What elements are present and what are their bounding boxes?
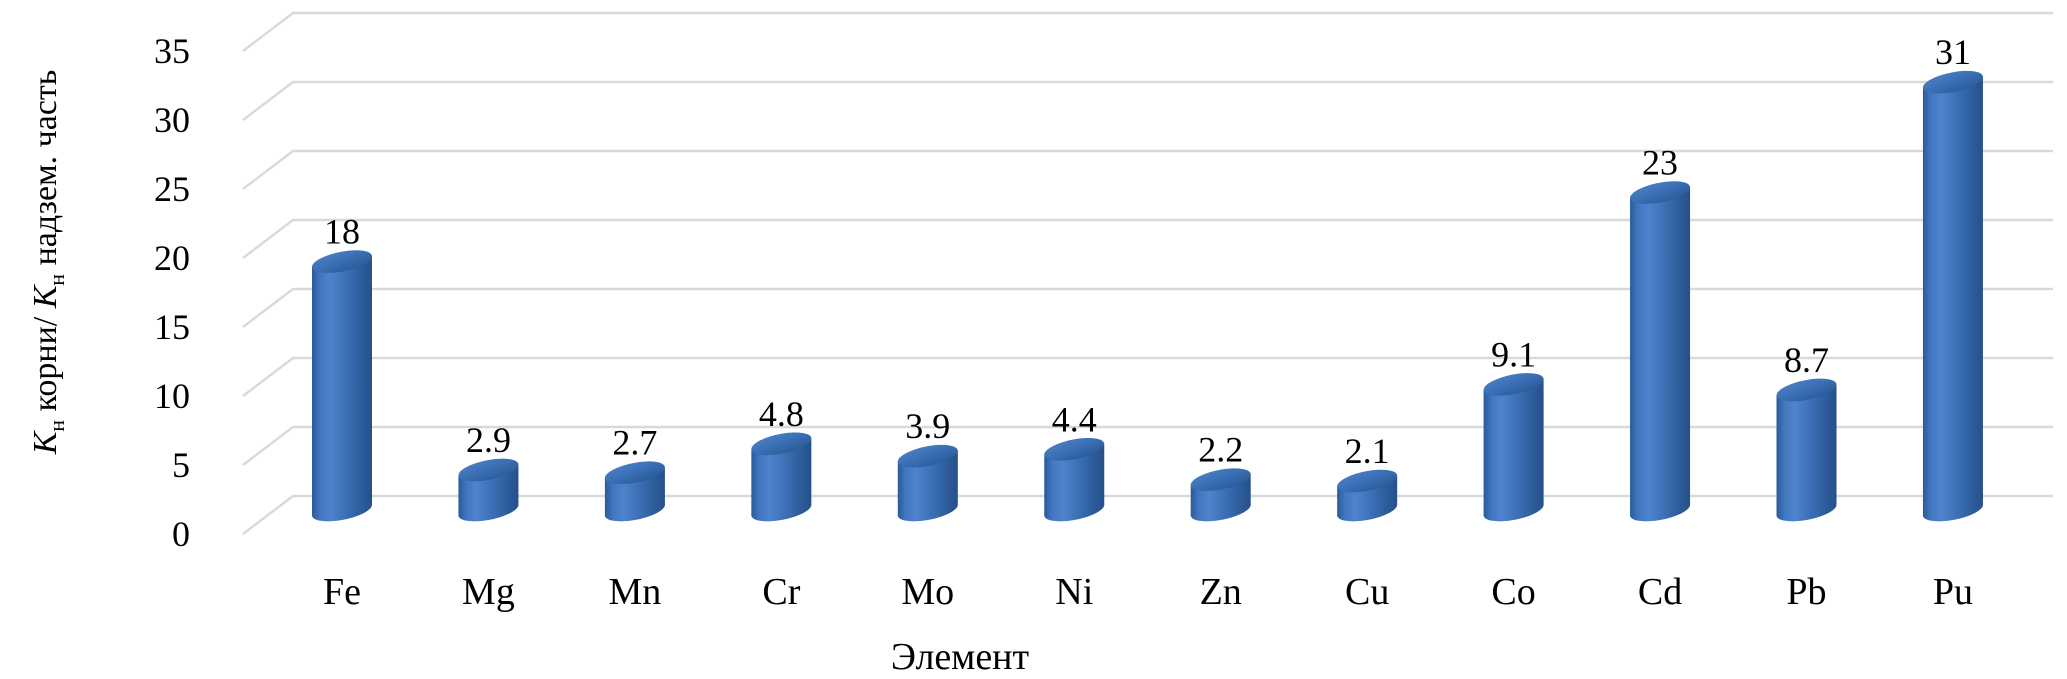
bar-body [1044,443,1105,516]
bar-top-face [1776,378,1837,402]
bar-top-face [1337,469,1398,493]
x-category-label: Fe [323,571,361,613]
bar-cylinder [1337,469,1398,522]
bar-value-label: 31 [1935,32,1971,72]
x-category-label: Mg [462,571,515,613]
bar-series [312,70,1983,522]
gridline [242,425,2053,466]
bar-body [1776,384,1837,516]
bar-cylinder [897,444,958,522]
y-axis-title-k1: К [27,431,64,455]
x-category-label: Pb [1786,571,1826,613]
y-tick-label: 35 [154,31,190,71]
x-category-label: Mo [901,571,954,613]
bar-value-label: 2.2 [1198,430,1243,470]
x-category-label: Co [1491,571,1535,613]
bar-value-label: 8.7 [1784,340,1829,380]
gridline [242,356,2053,397]
bar-top-face [1483,373,1544,396]
y-axis-title-k2: К [27,285,64,309]
gridline [242,149,2053,190]
y-axis-title: Кн корни/ Кн надзем. часть [27,69,69,455]
bar-value-label: 2.7 [612,423,657,463]
bar-body [1630,187,1691,516]
bar-value-label: 4.8 [759,394,804,434]
gridlines [242,11,2053,535]
bar-cylinder [604,461,665,522]
y-axis-title-mid: корни/ [27,308,64,420]
gridline [242,80,2053,121]
bar-value-label: 23 [1642,143,1678,183]
bar-cylinder [1630,181,1691,522]
bar-value-label: 4.4 [1052,399,1097,439]
bar-cylinder [751,432,812,522]
bar-value-label: 3.9 [905,406,950,446]
x-category-label: Zn [1200,571,1242,613]
bar-top-face [1190,468,1251,491]
gridline [242,287,2053,328]
gridline [242,218,2053,259]
y-tick-label: 25 [154,169,190,209]
bar-cylinder [312,250,372,522]
bar-value-label: 2.9 [466,420,511,460]
x-category-label: Pu [1933,571,1973,613]
gridline [242,494,2053,535]
bar-top-face [1630,181,1691,204]
bar-cylinder [1190,468,1251,522]
bar-top-face [751,432,812,456]
y-tick-label: 0 [172,514,190,554]
bar-cylinder [1044,437,1105,522]
y-axis-title-sub1: н [43,419,69,432]
bar-value-label: 2.1 [1345,431,1390,471]
bar-cylinder [1922,70,1983,522]
bar-value-label: 9.1 [1491,334,1536,374]
bar-body [1483,379,1544,516]
bar-top-face [1922,70,1983,94]
bar-body [312,256,372,516]
y-tick-label: 10 [154,376,190,416]
y-axis-tick-labels: 0 5 10 15 20 25 30 35 [154,31,190,554]
bar-cylinder [1483,373,1544,522]
x-category-label: Mn [609,571,662,613]
bar-top-face [1044,437,1105,461]
bar-value-label: 18 [324,212,360,252]
x-axis-title: Элемент [890,636,1030,678]
x-category-label: Cd [1638,571,1682,613]
y-tick-label: 5 [172,445,190,485]
y-tick-label: 20 [154,238,190,278]
bar-top-face [604,461,665,485]
gridline [242,11,2053,52]
x-category-label: Cr [762,571,800,613]
y-tick-label: 30 [154,100,190,140]
bar-body [751,438,812,516]
bar-top-face [312,250,372,273]
bar-body [1922,76,1983,516]
x-category-label: Ni [1055,571,1093,613]
y-tick-label: 15 [154,307,190,347]
x-category-label: Cu [1345,571,1389,613]
bar-cylinder [1776,378,1837,522]
y-axis-title-tail: надзем. часть [27,69,64,274]
bar-top-face [897,444,958,468]
bar-cylinder [458,458,519,522]
y-axis-title-sub2: н [43,273,69,286]
bar-top-face [458,458,519,482]
